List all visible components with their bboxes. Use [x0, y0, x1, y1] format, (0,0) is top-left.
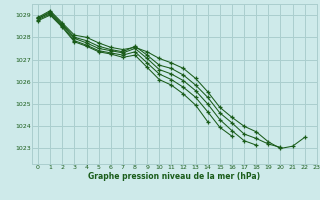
X-axis label: Graphe pression niveau de la mer (hPa): Graphe pression niveau de la mer (hPa) — [88, 172, 260, 181]
